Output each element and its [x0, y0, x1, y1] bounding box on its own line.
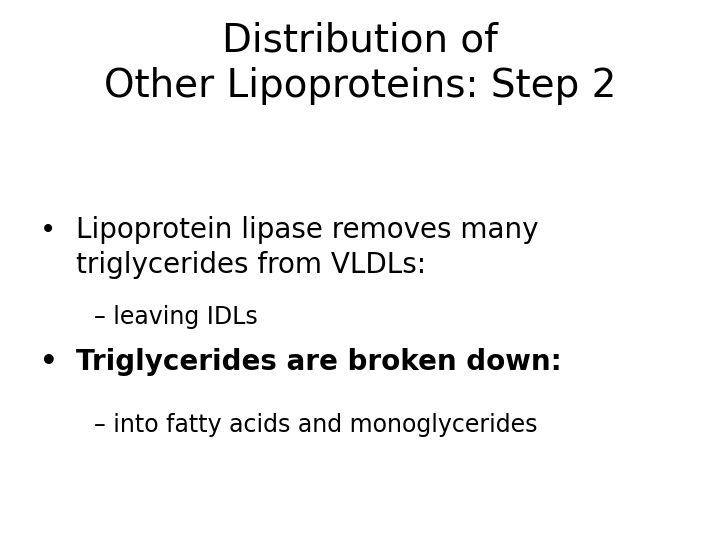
Text: Lipoprotein lipase removes many
triglycerides from VLDLs:: Lipoprotein lipase removes many triglyce… [76, 216, 538, 279]
Text: Triglycerides are broken down:: Triglycerides are broken down: [76, 348, 562, 376]
Text: Distribution of
Other Lipoproteins: Step 2: Distribution of Other Lipoproteins: Step… [104, 22, 616, 105]
Text: – leaving IDLs: – leaving IDLs [94, 305, 257, 329]
Text: •: • [40, 348, 58, 376]
Text: – into fatty acids and monoglycerides: – into fatty acids and monoglycerides [94, 413, 537, 437]
Text: •: • [40, 216, 56, 244]
